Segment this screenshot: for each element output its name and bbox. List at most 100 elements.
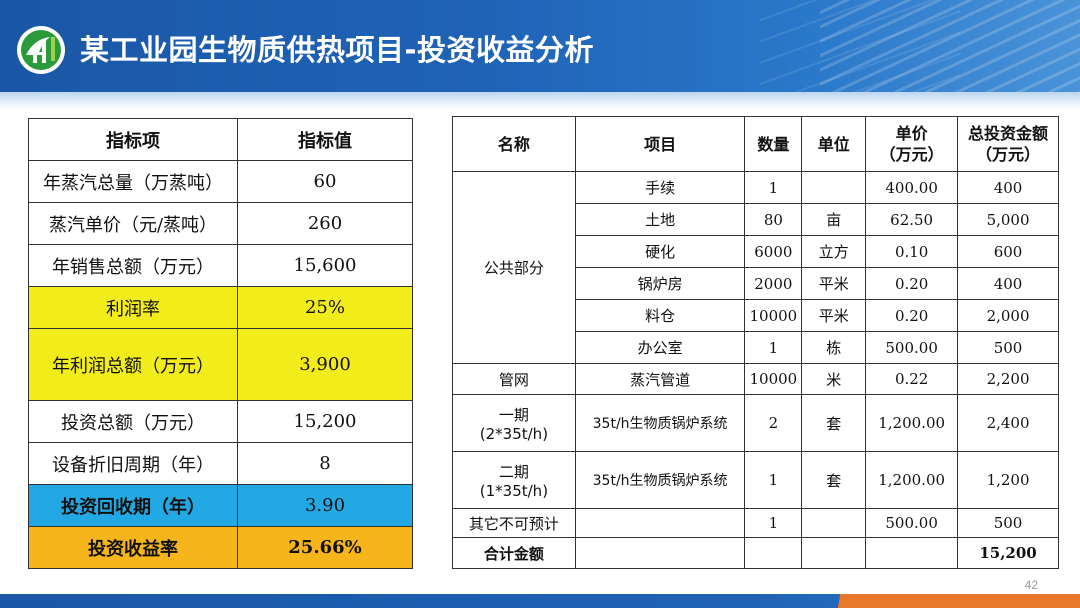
header-underband — [0, 92, 1080, 110]
indicator-label: 投资总额（万元） — [28, 400, 238, 443]
header-total: 总投资金额 （万元） — [957, 116, 1059, 172]
header-unit: 单位 — [801, 116, 867, 172]
cell-total: 500 — [957, 331, 1059, 364]
cell-unit — [801, 537, 867, 569]
cell-qty: 10000 — [744, 299, 803, 332]
table-row-highlight: 投资收益率 25.66% — [28, 526, 413, 569]
indicator-label: 蒸汽单价（元/蒸吨） — [28, 202, 238, 245]
page-number: 42 — [1024, 578, 1038, 592]
cell-unit: 立方 — [801, 235, 867, 268]
header-unit-price-line2: （万元） — [879, 145, 944, 164]
cell-unit: 套 — [801, 451, 867, 509]
table-row: 锅炉房 2000 平米 0.20 400 — [453, 267, 1059, 300]
cell-name: 管网 — [452, 363, 576, 395]
cell-qty: 2000 — [744, 267, 803, 300]
table-row: 投资总额（万元） 15,200 — [28, 400, 413, 443]
cell-total: 2,400 — [957, 394, 1059, 452]
indicator-label: 投资收益率 — [28, 526, 238, 569]
cell-unit: 栋 — [801, 331, 867, 364]
table-row: 管网 蒸汽管道 10000 米 0.22 2,200 — [452, 363, 1059, 395]
cell-total: 500 — [957, 508, 1059, 538]
cell-qty — [744, 537, 803, 569]
cell-qty: 2 — [744, 394, 803, 452]
cell-unit: 米 — [801, 363, 867, 395]
cell-name-phase1: 一期 (2*35t/h) — [452, 394, 576, 452]
cell-price: 500.00 — [865, 508, 959, 538]
cell-total: 400 — [957, 171, 1059, 204]
phase1-name: 一期 — [498, 405, 529, 424]
cell-total: 2,200 — [957, 363, 1059, 395]
cell-price: 1,200.00 — [865, 394, 959, 452]
table-row: 硬化 6000 立方 0.10 600 — [453, 235, 1059, 268]
cell-item: 料仓 — [574, 299, 746, 332]
investment-detail-table: 名称 项目 数量 单位 单价 （万元） 总投资金额 （万元） 公共部分 手续 1 4… — [452, 116, 1059, 569]
cell-price: 0.22 — [865, 363, 959, 395]
cell-item: 35t/h生物质锅炉系统 — [574, 451, 746, 509]
indicator-label: 年销售总额（万元） — [28, 244, 238, 287]
header-item: 项目 — [574, 116, 746, 172]
indicator-label: 利润率 — [28, 286, 238, 329]
indicator-value: 25% — [237, 286, 413, 329]
cell-total: 400 — [957, 267, 1059, 300]
cell-item: 35t/h生物质锅炉系统 — [574, 394, 746, 452]
cell-unit: 亩 — [801, 203, 867, 236]
indicator-value: 25.66% — [237, 526, 413, 569]
indicator-label: 年蒸汽总量（万蒸吨） — [28, 160, 238, 203]
indicator-value: 260 — [237, 202, 413, 245]
indicator-value: 3,900 — [237, 328, 413, 401]
cell-qty: 1 — [744, 171, 803, 204]
indicator-value: 60 — [237, 160, 413, 203]
cell-price: 62.50 — [865, 203, 959, 236]
header-indicator-value: 指标值 — [237, 118, 413, 161]
slide-header — [0, 0, 1080, 92]
cell-name: 其它不可预计 — [452, 508, 576, 538]
table-row: 料仓 10000 平米 0.20 2,000 — [453, 299, 1059, 332]
cell-total: 1,200 — [957, 451, 1059, 509]
table-header-row: 名称 项目 数量 单位 单价 （万元） 总投资金额 （万元） — [452, 116, 1059, 172]
sum-label: 合计金额 — [452, 537, 576, 569]
header-decoration — [760, 0, 960, 92]
header-total-line1: 总投资金额 — [968, 124, 1049, 143]
table-row: 办公室 1 栋 500.00 500 — [453, 331, 1059, 364]
cell-unit: 套 — [801, 394, 867, 452]
cell-qty: 10000 — [744, 363, 803, 395]
cell-unit: 平米 — [801, 299, 867, 332]
group-public: 公共部分 — [452, 171, 576, 364]
cell-item: 硬化 — [574, 235, 746, 268]
cell-qty: 6000 — [744, 235, 803, 268]
phase2-capacity: (1*35t/h) — [479, 481, 549, 500]
cell-item: 土地 — [574, 203, 746, 236]
cell-item: 锅炉房 — [574, 267, 746, 300]
slide-title: 某工业园生物质供热项目-投资收益分析 — [80, 33, 595, 67]
cell-price: 0.10 — [865, 235, 959, 268]
table-row: 设备折旧周期（年） 8 — [28, 442, 413, 485]
header-indicator-item: 指标项 — [28, 118, 238, 161]
cell-price — [865, 537, 959, 569]
cell-price: 0.20 — [865, 299, 959, 332]
table-row: 一期 (2*35t/h) 35t/h生物质锅炉系统 2 套 1,200.00 2,… — [452, 394, 1059, 452]
cell-qty: 1 — [744, 451, 803, 509]
cell-unit: 平米 — [801, 267, 867, 300]
indicator-label: 年利润总额（万元） — [28, 328, 238, 401]
cell-unit — [801, 508, 867, 538]
header-qty: 数量 — [744, 116, 803, 172]
cell-item: 蒸汽管道 — [574, 363, 746, 395]
cell-total: 5,000 — [957, 203, 1059, 236]
table-row-sum: 合计金额 15,200 — [452, 537, 1059, 569]
cell-qty: 1 — [744, 331, 803, 364]
table-row-highlight: 利润率 25% — [28, 286, 413, 329]
table-row: 蒸汽单价（元/蒸吨） 260 — [28, 202, 413, 245]
cell-price: 400.00 — [865, 171, 959, 204]
sum-total: 15,200 — [957, 537, 1059, 569]
table-row: 年蒸汽总量（万蒸吨） 60 — [28, 160, 413, 203]
cell-item: 办公室 — [574, 331, 746, 364]
table-header-row: 指标项 指标值 — [28, 118, 413, 161]
table-row: 年销售总额（万元） 15,600 — [28, 244, 413, 287]
indicator-value: 3.90 — [237, 484, 413, 527]
header-total-line2: （万元） — [976, 145, 1041, 164]
table-row: 二期 (1*35t/h) 35t/h生物质锅炉系统 1 套 1,200.00 1,… — [452, 451, 1059, 509]
table-row: 其它不可预计 1 500.00 500 — [452, 508, 1059, 538]
header-decoration-stripes — [820, 0, 1080, 92]
indicator-table: 指标项 指标值 年蒸汽总量（万蒸吨） 60 蒸汽单价（元/蒸吨） 260 年销售… — [28, 118, 413, 569]
cell-item — [574, 537, 746, 569]
